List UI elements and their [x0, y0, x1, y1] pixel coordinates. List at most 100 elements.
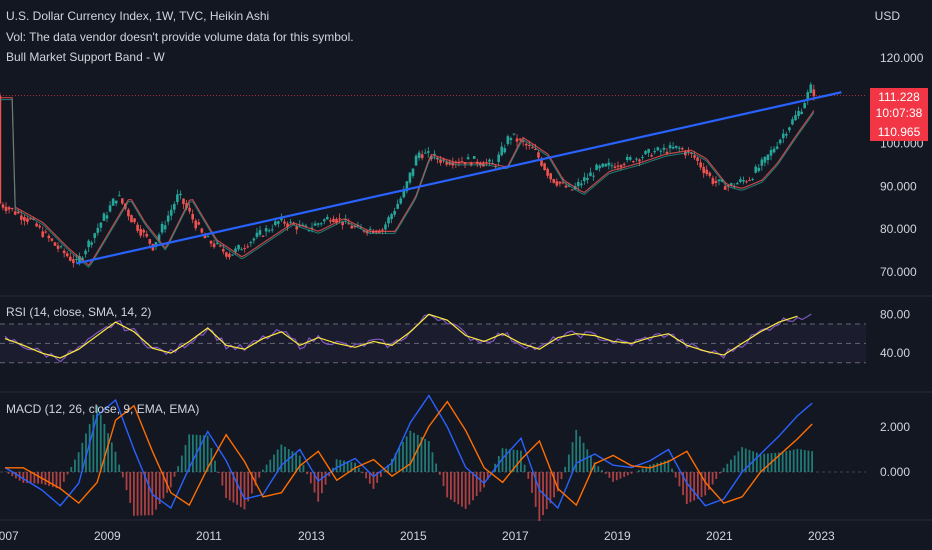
- macd-histogram-bar: [667, 459, 670, 472]
- macd-histogram-bar: [612, 472, 614, 482]
- candle-body: [142, 230, 146, 233]
- macd-histogram-bar: [258, 472, 261, 478]
- candle-body: [781, 133, 785, 139]
- macd-histogram-bar: [11, 472, 14, 477]
- candle-body: [760, 159, 764, 166]
- candle-body: [610, 165, 614, 167]
- macd-histogram-bar: [173, 472, 176, 477]
- macd-histogram-bar: [15, 472, 17, 479]
- macd-histogram-bar: [438, 472, 441, 475]
- candle-body: [540, 158, 543, 166]
- candle-body: [68, 256, 72, 261]
- candle-body: [619, 165, 623, 168]
- macd-histogram-bar: [564, 466, 567, 472]
- macd-histogram-bar: [811, 451, 814, 472]
- candle-body: [29, 218, 32, 220]
- candle-body: [313, 223, 317, 226]
- macd-histogram-bar: [483, 472, 485, 488]
- macd-histogram-bar: [309, 472, 312, 484]
- candle-body: [442, 159, 445, 161]
- candle-body: [23, 216, 26, 221]
- candle-body: [111, 198, 115, 206]
- macd-histogram-bar: [217, 472, 220, 474]
- last-price-badge: 111.228 10:07:38: [870, 88, 928, 123]
- macd-histogram-bar: [803, 450, 806, 472]
- candle-body: [512, 133, 516, 135]
- macd-histogram-bar: [243, 472, 246, 510]
- macd-histogram-bar: [66, 472, 69, 475]
- candle-body: [656, 147, 660, 151]
- candle-body: [680, 148, 684, 150]
- macd-histogram-bar: [180, 455, 183, 472]
- macd-histogram-bar: [166, 472, 168, 493]
- rsi-title: RSI (14, close, SMA, 14, 2): [6, 305, 152, 319]
- macd-histogram-bar: [184, 444, 187, 472]
- candle-body: [335, 218, 338, 223]
- candle-body: [589, 172, 592, 177]
- candle-body: [714, 180, 718, 183]
- macd-histogram-bar: [708, 472, 710, 490]
- candle-body: [613, 166, 617, 168]
- macd-histogram-bar: [586, 449, 589, 472]
- candle-body: [806, 92, 810, 100]
- candle-body: [797, 111, 800, 117]
- candle-body: [794, 115, 797, 121]
- candle-body: [729, 183, 733, 186]
- macd-histogram-bar: [737, 451, 740, 472]
- candle-body: [775, 146, 779, 149]
- macd-histogram-bar: [630, 472, 633, 474]
- candle-body: [402, 189, 406, 198]
- rsi-tick-label: 40.00: [880, 346, 910, 360]
- macd-histogram-bar: [398, 447, 401, 472]
- rsi-tick-label: 80.00: [880, 307, 910, 321]
- candle-body: [130, 215, 133, 223]
- macd-histogram-bar: [350, 461, 353, 472]
- candle-body: [267, 230, 271, 232]
- macd-histogram-bar: [136, 472, 139, 516]
- candle-body: [739, 179, 742, 182]
- macd-histogram-bar: [280, 444, 283, 472]
- candle-body: [534, 149, 537, 151]
- candle-body: [65, 253, 69, 257]
- price-tick-label: 90.000: [880, 179, 917, 193]
- macd-histogram-bar: [567, 454, 570, 472]
- candle-body: [53, 242, 57, 246]
- candle-body: [745, 181, 748, 183]
- macd-histogram-bar: [328, 472, 331, 477]
- candle-body: [10, 208, 14, 210]
- candle-body: [206, 236, 210, 238]
- countdown-value: 10:07:38: [875, 106, 923, 120]
- candle-body: [809, 84, 813, 93]
- candle-body: [87, 240, 90, 248]
- candle-body: [417, 152, 421, 158]
- candle-body: [105, 215, 109, 219]
- candle-body: [384, 224, 387, 230]
- candle-body: [121, 198, 124, 204]
- candle-body: [258, 230, 262, 235]
- candle-body: [368, 228, 372, 230]
- candle-body: [408, 172, 412, 183]
- candle-body: [176, 194, 179, 203]
- candle-body: [341, 221, 344, 226]
- candle-body: [59, 246, 63, 248]
- year-tick-label: 2017: [502, 529, 529, 543]
- macd-histogram-bar: [70, 466, 73, 472]
- candle-body: [316, 223, 320, 225]
- macd-histogram-bar: [741, 447, 743, 472]
- candle-body: [350, 225, 354, 229]
- macd-histogram-bar: [800, 449, 802, 472]
- candle-body: [638, 159, 641, 162]
- macd-histogram-bar: [601, 470, 603, 472]
- candle-body: [188, 207, 191, 212]
- candle-body: [163, 225, 167, 230]
- candle-body: [411, 168, 415, 176]
- candle-body: [72, 259, 75, 264]
- candle-body: [203, 234, 207, 239]
- macd-histogram-bar: [660, 461, 662, 472]
- macd-histogram-bar: [383, 470, 386, 472]
- macd-histogram-bar: [317, 472, 320, 502]
- macd-histogram-bar: [501, 448, 504, 472]
- macd-histogram-bar: [96, 405, 98, 472]
- candle-body: [249, 241, 253, 244]
